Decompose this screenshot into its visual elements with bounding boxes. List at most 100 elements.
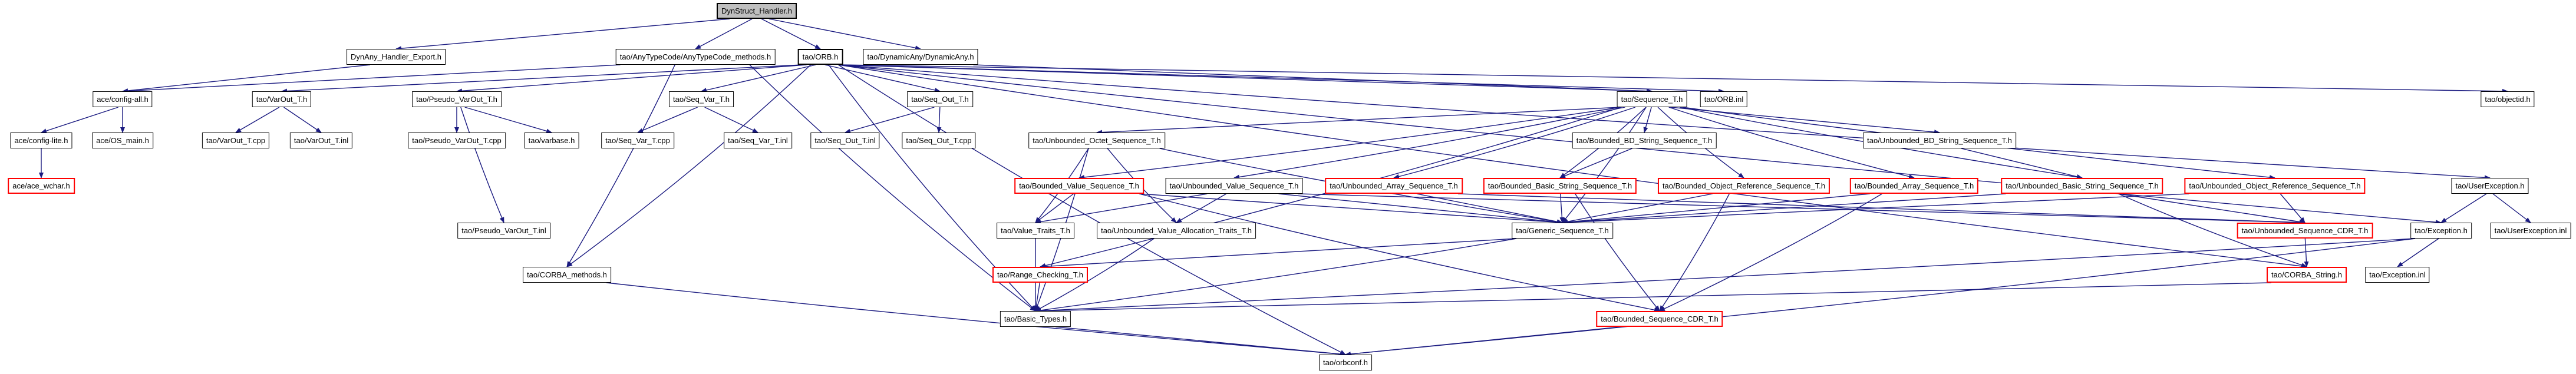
graph-node-corba_methods[interactable]: tao/CORBA_methods.h xyxy=(523,267,611,283)
edge-corba_string-to-basic_types xyxy=(1035,282,2272,313)
graph-node-unb_bd_string[interactable]: tao/Unbounded_BD_String_Sequence_T.h xyxy=(1863,133,2016,148)
graph-node-dynamicany[interactable]: tao/DynamicAny/DynamicAny.h xyxy=(863,49,978,65)
graph-node-exception_h[interactable]: tao/Exception.h xyxy=(2410,223,2472,239)
edge-sequence_t-to-unb_array xyxy=(1393,107,1636,179)
edge-seqout_h-to-seqout_cpp xyxy=(936,107,942,133)
edge-orb_h-to-seqvar_h xyxy=(701,64,816,92)
edge-unb_array-to-generic_seq xyxy=(1416,193,1563,224)
graph-node-bounded_value[interactable]: tao/Bounded_Value_Sequence_T.h xyxy=(1014,178,1144,194)
graph-node-value_traits[interactable]: tao/Value_Traits_T.h xyxy=(997,223,1074,239)
graph-node-varout_inl[interactable]: tao/VarOut_T.inl xyxy=(289,133,353,148)
graph-node-generic_seq[interactable]: tao/Generic_Sequence_T.h xyxy=(1512,223,1613,239)
graph-node-dynany_export[interactable]: DynAny_Handler_Export.h xyxy=(347,49,446,65)
graph-node-varout_h[interactable]: tao/VarOut_T.h xyxy=(252,91,312,107)
graph-node-sequence_t[interactable]: tao/Sequence_T.h xyxy=(1617,91,1687,107)
edge-exception_h-to-exception_inl xyxy=(2397,238,2439,267)
edge-seqvar_h-to-seqvar_inl xyxy=(704,107,758,133)
edge-unb_basic_string-to-corba_string xyxy=(2118,193,2307,267)
edge-userexception_h-to-userexception_inl xyxy=(2492,193,2531,223)
edge-bounded_value-to-bounded_seq_cdr xyxy=(1139,193,1660,313)
graph-node-ace_wchar[interactable]: ace/ace_wchar.h xyxy=(8,178,75,194)
edge-bounded_basic_string-to-generic_seq xyxy=(1559,193,1565,223)
graph-node-os_main[interactable]: ace/OS_main.h xyxy=(92,133,153,148)
edge-orb_h-to-corba_methods xyxy=(566,64,812,267)
graph-node-range_checking[interactable]: tao/Range_Checking_T.h xyxy=(992,267,1088,283)
edge-root-to-orb_h xyxy=(761,18,821,49)
edge-sequence_t-to-bounded_bd_string xyxy=(1643,107,1652,133)
graph-node-basic_types[interactable]: tao/Basic_Types.h xyxy=(1000,311,1071,327)
edge-sequence_t-to-bounded_array xyxy=(1668,107,1915,179)
edge-varout_h-to-varout_cpp xyxy=(235,107,280,133)
graph-node-userexception_h[interactable]: tao/UserException.h xyxy=(2451,178,2529,194)
graph-node-pseudo_varout_h[interactable]: tao/Pseudo_VarOut_T.h xyxy=(412,91,502,107)
edge-seqvar_h-to-seqvar_cpp xyxy=(637,107,698,133)
edge-unb_value_alloc-to-basic_types xyxy=(1035,238,1155,312)
graph-node-bounded_bd_string[interactable]: tao/Bounded_BD_String_Sequence_T.h xyxy=(1572,133,1717,148)
graph-node-unb_array[interactable]: tao/Unbounded_Array_Sequence_T.h xyxy=(1325,178,1463,194)
graph-node-seqout_inl[interactable]: tao/Seq_Out_T.inl xyxy=(810,133,880,148)
graph-node-anytypecode_methods[interactable]: tao/AnyTypeCode/AnyTypeCode_methods.h xyxy=(615,49,776,65)
edge-userexception_h-to-exception_h xyxy=(2440,193,2487,223)
edge-unb_basic_string-to-unb_seq_cdr xyxy=(2118,193,2305,224)
edge-exception_h-to-orbconf xyxy=(1345,238,2416,357)
graph-node-pseudo_varout_inl[interactable]: tao/Pseudo_VarOut_T.inl xyxy=(457,223,550,239)
graph-node-bounded_seq_cdr[interactable]: tao/Bounded_Sequence_CDR_T.h xyxy=(1596,311,1723,327)
graph-node-unb_seq_cdr[interactable]: tao/Unbounded_Sequence_CDR_T.h xyxy=(2237,223,2373,239)
edge-anytypecode_methods-to-config_all xyxy=(122,64,621,94)
graph-node-pseudo_varout_cpp[interactable]: tao/Pseudo_VarOut_T.cpp xyxy=(408,133,506,148)
graph-node-bounded_objref[interactable]: tao/Bounded_Object_Reference_Sequence_T.… xyxy=(1657,178,1830,194)
graph-node-userexception_inl[interactable]: tao/UserException.inl xyxy=(2490,223,2571,239)
edge-unb_value-to-value_traits xyxy=(1035,193,1208,224)
graph-node-seqout_h[interactable]: tao/Seq_Out_T.h xyxy=(907,91,973,107)
edge-unb_objref-to-unb_seq_cdr xyxy=(2280,193,2305,223)
edge-pseudo_varout_h-to-pseudo_varout_inl xyxy=(460,107,504,223)
graph-node-exception_inl[interactable]: tao/Exception.inl xyxy=(2365,267,2430,283)
edge-unb_bd_string-to-unb_basic_string xyxy=(1961,148,2083,179)
edge-orb_h-to-orbconf xyxy=(838,64,1346,355)
edge-orb_h-to-objectid xyxy=(838,64,2508,94)
edge-seqout_h-to-seqout_inl xyxy=(845,107,935,134)
graph-node-bounded_basic_string[interactable]: tao/Bounded_Basic_String_Sequence_T.h xyxy=(1483,178,1637,194)
edge-root-to-anytypecode_methods xyxy=(695,18,753,49)
edge-sequence_t-to-generic_seq xyxy=(1562,107,1647,223)
graph-node-seqout_cpp[interactable]: tao/Seq_Out_T.cpp xyxy=(902,133,976,148)
graph-node-orb_inl[interactable]: tao/ORB.inl xyxy=(1700,91,1748,107)
edge-range_checking-to-basic_types xyxy=(1034,282,1040,312)
edge-bounded_objref-to-generic_seq xyxy=(1562,193,1713,224)
graph-node-orbconf[interactable]: tao/orbconf.h xyxy=(1319,355,1372,370)
graph-node-unb_basic_string[interactable]: tao/Unbounded_Basic_String_Sequence_T.h xyxy=(2001,178,2163,194)
graph-node-config_all[interactable]: ace/config-all.h xyxy=(93,91,153,107)
edge-bounded_array-to-bounded_seq_cdr xyxy=(1659,193,1882,312)
edge-bounded_seq_cdr-to-orbconf xyxy=(1345,326,1621,357)
edge-generic_seq-to-basic_types xyxy=(1035,238,1517,313)
edge-config_all-to-config_lite xyxy=(41,107,118,133)
edge-orb_h-to-orb_inl xyxy=(838,64,1724,94)
edge-dynany_export-to-config_all xyxy=(122,64,370,94)
edge-orb_h-to-seqout_h xyxy=(824,64,941,92)
edge-root-to-dynamicany xyxy=(768,18,921,51)
edge-sequence_t-to-unb_octet xyxy=(1096,107,1622,135)
graph-node-corba_string[interactable]: tao/CORBA_String.h xyxy=(2267,267,2347,283)
edge-unb_basic_string-to-generic_seq xyxy=(1562,193,2006,225)
graph-node-unb_value_alloc[interactable]: tao/Unbounded_Value_Allocation_Traits_T.… xyxy=(1097,223,1256,239)
graph-node-seqvar_h[interactable]: tao/Seq_Var_T.h xyxy=(669,91,734,107)
graph-node-varout_cpp[interactable]: tao/VarOut_T.cpp xyxy=(202,133,270,148)
graph-node-unb_objref[interactable]: tao/Unbounded_Object_Reference_Sequence_… xyxy=(2184,178,2366,194)
edge-unb_objref-to-generic_seq xyxy=(1562,193,2189,225)
graph-node-unb_octet[interactable]: tao/Unbounded_Octet_Sequence_T.h xyxy=(1028,133,1165,148)
edge-exception_h-to-basic_types xyxy=(1035,238,2416,313)
graph-node-unb_value[interactable]: tao/Unbounded_Value_Sequence_T.h xyxy=(1165,178,1303,194)
graph-node-config_lite[interactable]: ace/config-lite.h xyxy=(10,133,72,148)
graph-node-orb_h[interactable]: tao/ORB.h xyxy=(797,49,843,65)
graph-node-bounded_array[interactable]: tao/Bounded_Array_Sequence_T.h xyxy=(1849,178,1979,194)
graph-node-objectid[interactable]: tao/objectid.h xyxy=(2481,91,2535,107)
edge-varout_h-to-varout_inl xyxy=(283,107,322,133)
graph-node-seqvar_cpp[interactable]: tao/Seq_Var_T.cpp xyxy=(601,133,674,148)
graph-node-varbase[interactable]: tao/varbase.h xyxy=(524,133,579,148)
edge-dynamicany-to-sequence_t xyxy=(973,64,1653,94)
graph-node-seqvar_inl[interactable]: tao/Seq_Var_T.inl xyxy=(724,133,792,148)
edge-unb_seq_cdr-to-corba_string xyxy=(2304,238,2309,267)
edge-bounded_bd_string-to-bounded_basic_string xyxy=(1559,148,1632,178)
